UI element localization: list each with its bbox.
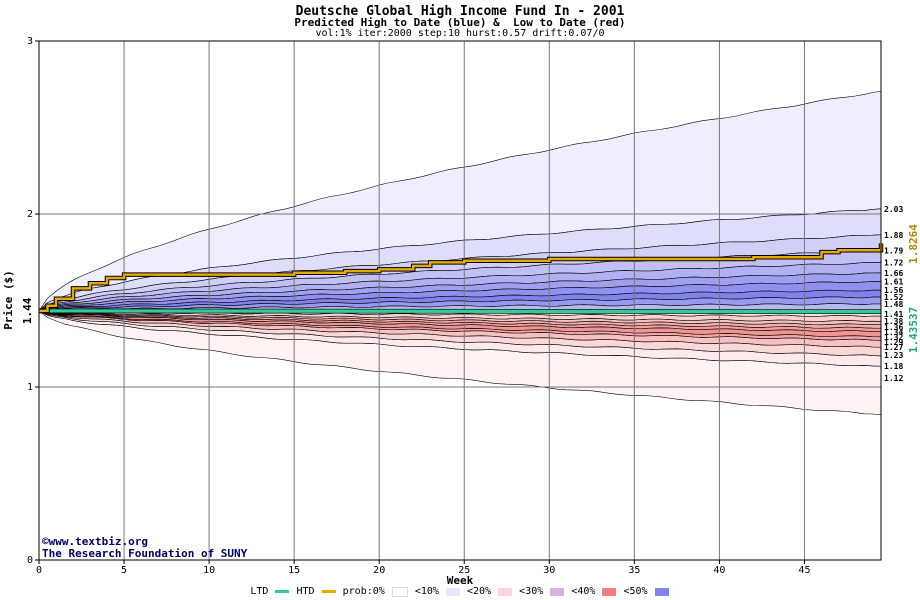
upper-band-label-1: 1.88: [884, 231, 903, 240]
ltd-line-edge-top: [38, 308, 882, 311]
upper-band-label-6: 1.56: [884, 286, 903, 295]
legend-band-2-label: <20%: [467, 586, 492, 597]
x-tick-label-6: 30: [543, 565, 555, 576]
legend-htd-swatch: [321, 590, 336, 593]
lower-band-label-9: 1.12: [884, 374, 903, 383]
chart-params: vol:1% iter:2000 step:10 hurst:0.57 drif…: [315, 28, 605, 39]
htd-value-label: 1.8264: [907, 224, 920, 264]
y-axis-label: Price ($): [2, 270, 15, 330]
y-tick-label-0: 0: [27, 555, 33, 566]
ltd-value-label: 1.43537: [907, 307, 920, 353]
upper-band-label-2: 1.79: [884, 246, 903, 255]
start-price-label: 1.44: [21, 297, 34, 324]
legend-band-4-swatch: [602, 587, 617, 596]
upper-band-label-7: 1.52: [884, 293, 903, 302]
legend-band-5-swatch: [654, 587, 669, 596]
legend-band-5-label: <50%: [623, 586, 648, 597]
ltd-line-edge-bottom: [38, 312, 882, 315]
legend-band-0-swatch: [391, 586, 408, 597]
lower-band-label-1: 1.38: [884, 317, 903, 326]
htd-line: [39, 243, 883, 313]
legend-band-3-label: <30%: [519, 586, 544, 597]
chart-subtitle: Predicted High to Date (blue) & Low to D…: [294, 16, 626, 29]
chart-title: Deutsche Global High Income Fund In - 20…: [295, 4, 625, 19]
legend-band-1-label: <10%: [414, 586, 439, 597]
x-tick-label-0: 0: [36, 565, 42, 576]
legend-htd-label: HTD: [296, 586, 315, 597]
upper-band-label-8: 1.48: [884, 300, 903, 309]
legend-band-4-label: <40%: [571, 586, 596, 597]
upper-band-label-5: 1.61: [884, 277, 903, 286]
legend-band-1-swatch: [445, 587, 460, 596]
x-axis-label: Week: [447, 574, 474, 587]
x-tick-label-8: 40: [713, 565, 725, 576]
legend-prob-label: prob:0%: [342, 586, 385, 597]
ltd-line: [38, 308, 882, 314]
upper-band-label-0: 2.03: [884, 205, 903, 214]
plot-frame: [38, 40, 882, 561]
legend: LTD HTD prob:0% <10% <20% <30% <40% <50%: [0, 586, 920, 598]
y-tick-label-3: 3: [27, 36, 33, 47]
x-tick-label-3: 15: [288, 565, 300, 576]
lower-band-label-4: 1.32: [884, 333, 903, 342]
y-tick-label-2: 2: [27, 209, 33, 220]
watermark-org: The Research Foundation of SUNY: [42, 547, 248, 560]
lower-band-label-5: 1.29: [884, 338, 903, 347]
upper-band-label-4: 1.66: [884, 269, 903, 278]
watermark-site: ©www.textbiz.org: [42, 535, 148, 548]
x-tick-label-7: 35: [628, 565, 640, 576]
lower-band-label-0: 1.41: [884, 310, 903, 319]
x-tick-label-9: 45: [798, 565, 810, 576]
x-tick-label-2: 10: [203, 565, 215, 576]
legend-ltd-swatch: [275, 590, 290, 593]
legend-band-2-swatch: [498, 587, 513, 596]
legend-band-3-swatch: [550, 587, 565, 596]
lower-band-label-3: 1.34: [884, 328, 903, 337]
lower-band-label-8: 1.18: [884, 362, 903, 371]
upper-band-label-3: 1.72: [884, 258, 903, 267]
x-tick-label-5: 25: [458, 565, 470, 576]
legend-ltd-label: LTD: [250, 586, 269, 597]
y-tick-label-1: 1: [27, 382, 33, 393]
x-tick-label-1: 5: [121, 565, 127, 576]
lower-band-label-7: 1.23: [884, 351, 903, 360]
lower-band-label-2: 1.36: [884, 323, 903, 332]
x-tick-label-4: 20: [373, 565, 385, 576]
lower-band-label-6: 1.27: [884, 343, 903, 352]
